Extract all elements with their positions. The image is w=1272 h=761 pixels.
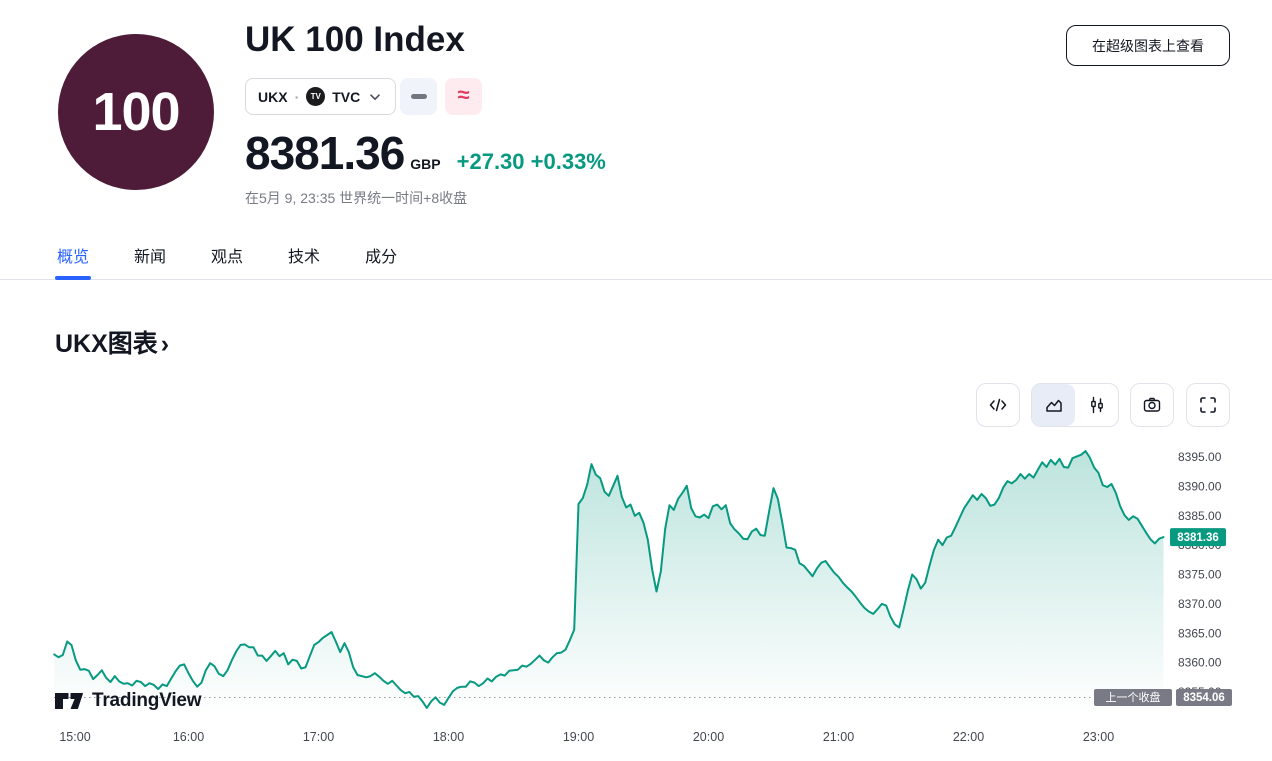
code-icon (989, 398, 1007, 412)
approx-wave-icon: ≈ (457, 82, 470, 107)
camera-icon (1143, 397, 1161, 412)
y-axis-label: 8385.00 (1178, 509, 1222, 523)
symbol-selector[interactable]: UKX · TV TVC (245, 78, 397, 115)
y-axis-label: 8395.00 (1178, 450, 1222, 464)
area-chart-icon (1045, 399, 1062, 412)
area-chart-type-button[interactable] (1032, 384, 1075, 426)
tradingview-watermark[interactable]: TradingView (55, 690, 202, 712)
y-axis-label: 8390.00 (1178, 479, 1222, 493)
candles-chart-type-button[interactable] (1075, 384, 1118, 426)
embed-code-button[interactable] (976, 383, 1020, 427)
previous-close-value-badge (1176, 689, 1232, 707)
current-price-badge (1170, 528, 1226, 547)
x-axis-label: 16:00 (173, 730, 204, 744)
tab-components[interactable]: 成分 (365, 249, 398, 266)
fullscreen-button[interactable] (1186, 383, 1230, 427)
x-axis-label: 20:00 (693, 730, 724, 744)
x-axis-label: 21:00 (823, 730, 854, 744)
price-currency: GBP (410, 156, 441, 172)
last-price: 8381.36 (245, 127, 405, 179)
tab-ideas[interactable]: 观点 (211, 249, 244, 266)
previous-close-label-text: 上一个收盘 (1106, 690, 1161, 704)
snapshot-button[interactable] (1130, 383, 1174, 427)
market-status-button[interactable] (400, 78, 437, 115)
symbol-logo-text: 100 (92, 82, 180, 142)
x-axis-label: 22:00 (953, 730, 984, 744)
symbol-logo: 100 (58, 34, 214, 190)
x-axis-label: 15:00 (59, 730, 90, 744)
tab-news[interactable]: 新闻 (134, 249, 167, 266)
tab-overview[interactable]: 概览 (54, 240, 92, 280)
previous-close-label-badge (1094, 689, 1172, 707)
price-area-fill (54, 451, 1164, 713)
chart-plot-area[interactable] (54, 445, 1168, 723)
x-axis-label: 18:00 (433, 730, 464, 744)
market-closed-dash-icon (410, 94, 427, 99)
market-close-info: 在5月 9, 23:35 世界统一时间+8收盘 (245, 190, 468, 206)
y-axis-label: 8365.00 (1178, 626, 1222, 640)
open-superchart-button[interactable]: 在超级图表上查看 (1066, 25, 1230, 66)
tabs-bar: 概览 新闻 观点 技术 成分 (0, 240, 1272, 280)
fullscreen-icon (1200, 397, 1216, 413)
delayed-data-button[interactable]: ≈ (445, 78, 482, 115)
tradingview-logo-icon (55, 693, 83, 709)
x-axis-label: 17:00 (303, 730, 334, 744)
tab-technicals[interactable]: 技术 (288, 249, 321, 266)
chevron-down-icon (370, 93, 381, 100)
symbol-exchange: TVC (332, 88, 361, 105)
price-line-series (53, 450, 1165, 709)
page-title: UK 100 Index (245, 20, 465, 59)
y-axis-label: 8360.00 (1178, 656, 1222, 670)
price-row: 8381.36 GBP +27.30 +0.33% (245, 126, 606, 180)
previous-close-value-text: 8354.06 (1183, 692, 1225, 704)
chart-type-switcher (1031, 383, 1119, 427)
candlestick-icon (1090, 396, 1103, 414)
chart-section-link[interactable]: UKX图表 › (55, 324, 169, 360)
x-axis-label: 23:00 (1083, 730, 1114, 744)
exchange-logo-icon: TV (306, 87, 326, 106)
x-axis-label: 19:00 (563, 730, 594, 744)
y-axis-label: 8370.00 (1178, 597, 1222, 611)
price-change: +27.30 +0.33% (456, 149, 606, 174)
symbol-separator: · (294, 88, 300, 105)
symbol-ticker: UKX (258, 88, 288, 105)
y-axis-label: 8375.00 (1178, 568, 1222, 582)
current-price-badge-text: 8381.36 (1177, 532, 1219, 544)
chevron-right-icon: › (160, 330, 170, 358)
chart-section-title: UKX图表 (55, 330, 158, 358)
watermark-label: TradingView (92, 690, 202, 711)
